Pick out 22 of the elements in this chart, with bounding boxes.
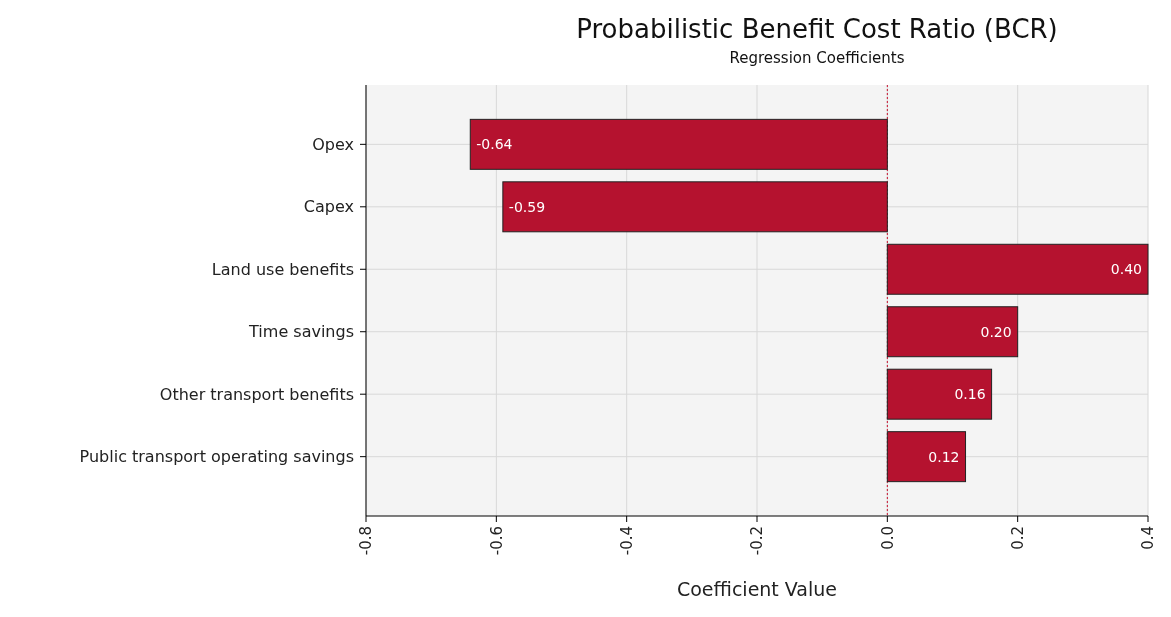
chart-subtitle: Regression Coefficients: [729, 49, 905, 67]
y-tick-label: Opex: [312, 134, 354, 154]
x-tick-label: -0.6: [487, 526, 506, 556]
y-tick-label: Public transport operating savings: [79, 447, 354, 467]
x-tick-label: 0.4: [1139, 526, 1158, 550]
x-tick-label: 0.2: [1008, 526, 1027, 550]
y-tick-label: Land use benefits: [211, 259, 354, 279]
data-label: -0.64: [476, 136, 513, 153]
data-label: 0.20: [980, 323, 1012, 340]
x-tick-label: -0.4: [617, 526, 636, 556]
chart-title: Probabilistic Benefit Cost Ratio (BCR): [576, 14, 1058, 44]
x-tick-label: -0.8: [357, 526, 376, 556]
data-label: -0.59: [508, 198, 546, 215]
data-label: 0.12: [928, 448, 960, 465]
y-tick-label: Time savings: [248, 322, 354, 342]
x-tick-label: -0.2: [748, 526, 767, 556]
x-tick-label: 0.0: [878, 526, 897, 550]
x-axis-title: Coefficient Value: [676, 578, 838, 600]
y-tick-label: Capex: [303, 197, 354, 217]
data-label: 0.40: [1110, 261, 1142, 278]
y-tick-label: Other transport benefits: [159, 384, 354, 404]
data-label: 0.16: [954, 386, 986, 403]
